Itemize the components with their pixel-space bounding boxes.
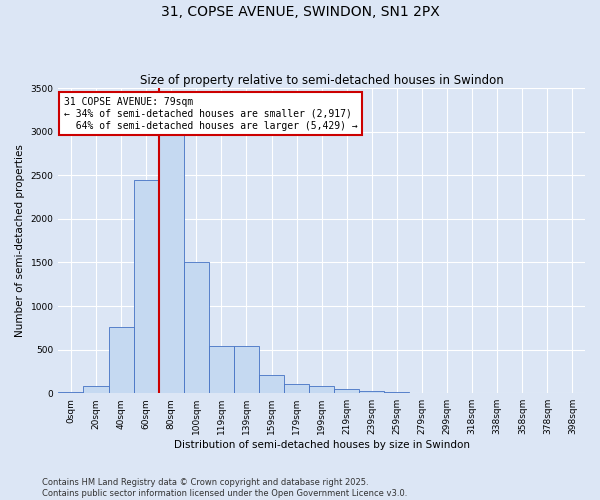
Bar — [83, 386, 109, 393]
Text: 31 COPSE AVENUE: 79sqm
← 34% of semi-detached houses are smaller (2,917)
  64% o: 31 COPSE AVENUE: 79sqm ← 34% of semi-det… — [64, 98, 358, 130]
Y-axis label: Number of semi-detached properties: Number of semi-detached properties — [15, 144, 25, 337]
Bar — [234, 346, 259, 393]
Bar — [134, 180, 159, 393]
Bar — [259, 375, 284, 393]
Text: 31, COPSE AVENUE, SWINDON, SN1 2PX: 31, COPSE AVENUE, SWINDON, SN1 2PX — [161, 5, 439, 19]
Text: Contains HM Land Registry data © Crown copyright and database right 2025.
Contai: Contains HM Land Registry data © Crown c… — [42, 478, 407, 498]
Bar — [284, 384, 309, 393]
Bar — [209, 346, 234, 393]
Bar — [109, 327, 134, 393]
Bar — [385, 392, 409, 393]
Bar — [334, 389, 359, 393]
X-axis label: Distribution of semi-detached houses by size in Swindon: Distribution of semi-detached houses by … — [174, 440, 470, 450]
Title: Size of property relative to semi-detached houses in Swindon: Size of property relative to semi-detach… — [140, 74, 503, 87]
Bar — [184, 262, 209, 393]
Bar — [309, 386, 334, 393]
Bar — [58, 392, 83, 393]
Bar — [159, 114, 184, 393]
Bar — [359, 390, 385, 393]
